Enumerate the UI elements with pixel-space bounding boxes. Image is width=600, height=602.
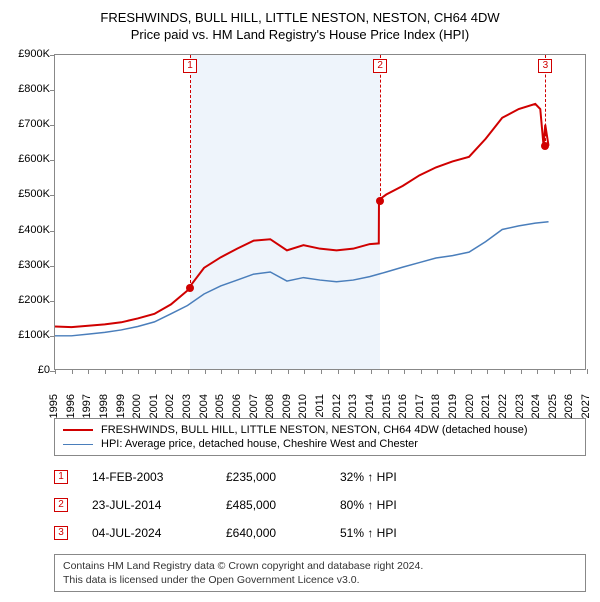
marker-dot (376, 197, 384, 205)
y-axis-label: £200K (10, 294, 50, 306)
sales-row: 1 14-FEB-2003 £235,000 32% ↑ HPI (54, 466, 586, 494)
y-axis-label: £0 (10, 364, 50, 376)
x-axis-label: 2011 (314, 394, 326, 418)
sales-row: 2 23-JUL-2014 £485,000 80% ↑ HPI (54, 494, 586, 522)
x-axis-label: 2024 (530, 394, 542, 418)
x-axis-label: 1996 (65, 394, 77, 418)
legend-label: HPI: Average price, detached house, Ches… (101, 438, 418, 450)
chart-title: FRESHWINDS, BULL HILL, LITTLE NESTON, NE… (10, 10, 590, 25)
series-hpi (55, 222, 549, 336)
legend-item: HPI: Average price, detached house, Ches… (63, 437, 577, 451)
x-axis-label: 2020 (464, 394, 476, 418)
x-axis-label: 2005 (214, 394, 226, 418)
sale-marker-icon: 2 (54, 498, 68, 512)
x-axis-label: 1997 (81, 394, 93, 418)
x-axis-label: 2006 (231, 394, 243, 418)
x-axis-label: 1999 (115, 394, 127, 418)
series-property (55, 104, 549, 327)
legend-swatch (63, 444, 93, 445)
sale-price: £640,000 (226, 526, 316, 540)
y-axis-label: £700K (10, 118, 50, 130)
footer-line: Contains HM Land Registry data © Crown c… (63, 559, 577, 573)
y-axis-label: £400K (10, 224, 50, 236)
x-axis-label: 2027 (580, 394, 592, 418)
title-block: FRESHWINDS, BULL HILL, LITTLE NESTON, NE… (10, 10, 590, 42)
x-axis-label: 2008 (264, 394, 276, 418)
sale-marker-icon: 3 (54, 526, 68, 540)
x-axis-label: 2017 (414, 394, 426, 418)
x-axis-label: 2015 (381, 394, 393, 418)
chart-lines (55, 55, 585, 369)
marker-dashline (190, 55, 191, 288)
marker-dot (541, 142, 549, 150)
x-axis-label: 2001 (148, 394, 160, 418)
legend-label: FRESHWINDS, BULL HILL, LITTLE NESTON, NE… (101, 424, 528, 436)
chart-subtitle: Price paid vs. HM Land Registry's House … (10, 27, 590, 42)
x-axis-label: 2010 (297, 394, 309, 418)
y-axis-label: £900K (10, 48, 50, 60)
sale-hpi: 32% ↑ HPI (340, 470, 450, 484)
x-axis-label: 2021 (480, 394, 492, 418)
sale-price: £485,000 (226, 498, 316, 512)
marker-box: 1 (183, 59, 197, 73)
x-axis-label: 2009 (281, 394, 293, 418)
x-axis-label: 2003 (181, 394, 193, 418)
y-axis-label: £600K (10, 153, 50, 165)
y-axis-label: £800K (10, 83, 50, 95)
x-axis-label: 2026 (563, 394, 575, 418)
sale-date: 04-JUL-2024 (92, 526, 202, 540)
sale-date: 23-JUL-2014 (92, 498, 202, 512)
x-axis-label: 1998 (98, 394, 110, 418)
x-axis-label: 2013 (347, 394, 359, 418)
y-axis-label: £100K (10, 329, 50, 341)
sale-hpi: 51% ↑ HPI (340, 526, 450, 540)
x-axis-label: 2000 (131, 394, 143, 418)
footer-line: This data is licensed under the Open Gov… (63, 573, 577, 587)
x-axis-label: 2012 (331, 394, 343, 418)
sale-date: 14-FEB-2003 (92, 470, 202, 484)
x-axis-label: 2018 (430, 394, 442, 418)
x-axis-label: 2014 (364, 394, 376, 418)
chart-container: FRESHWINDS, BULL HILL, LITTLE NESTON, NE… (0, 0, 600, 602)
chart-area: 1 2 3 £0 £100K £200K £300K £400K £500K £600K £700… (10, 50, 590, 410)
footer-attribution: Contains HM Land Registry data © Crown c… (54, 554, 586, 592)
x-axis-label: 2023 (514, 394, 526, 418)
legend-swatch (63, 429, 93, 431)
plot-area: 1 2 3 (54, 54, 586, 370)
legend-item: FRESHWINDS, BULL HILL, LITTLE NESTON, NE… (63, 423, 577, 437)
x-axis-label: 1995 (48, 394, 60, 418)
sale-hpi: 80% ↑ HPI (340, 498, 450, 512)
x-axis-label: 2022 (497, 394, 509, 418)
sale-marker-icon: 1 (54, 470, 68, 484)
sales-table: 1 14-FEB-2003 £235,000 32% ↑ HPI 2 23-JU… (54, 466, 586, 550)
x-axis-label: 2002 (164, 394, 176, 418)
y-axis-label: £300K (10, 259, 50, 271)
x-axis-label: 2007 (248, 394, 260, 418)
sale-price: £235,000 (226, 470, 316, 484)
marker-box: 2 (373, 59, 387, 73)
x-axis-label: 2016 (397, 394, 409, 418)
sales-row: 3 04-JUL-2024 £640,000 51% ↑ HPI (54, 522, 586, 550)
x-axis-label: 2025 (547, 394, 559, 418)
y-axis-label: £500K (10, 188, 50, 200)
marker-box: 3 (538, 59, 552, 73)
x-axis-label: 2004 (198, 394, 210, 418)
marker-dashline (380, 55, 381, 201)
x-axis-label: 2019 (447, 394, 459, 418)
legend: FRESHWINDS, BULL HILL, LITTLE NESTON, NE… (54, 418, 586, 456)
marker-dot (186, 284, 194, 292)
